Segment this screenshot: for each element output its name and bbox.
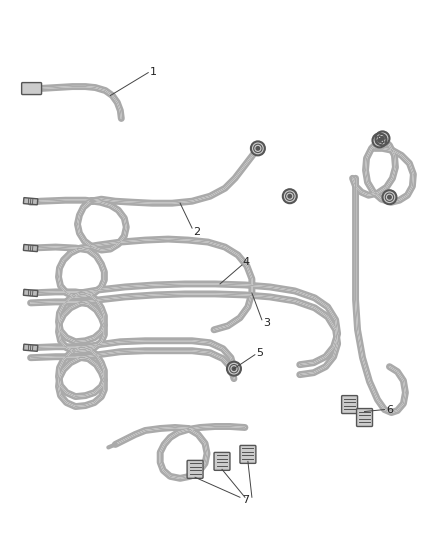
- Polygon shape: [23, 198, 38, 205]
- FancyBboxPatch shape: [187, 461, 203, 478]
- Circle shape: [227, 362, 241, 376]
- Circle shape: [382, 190, 396, 204]
- Circle shape: [372, 133, 386, 148]
- Circle shape: [251, 141, 265, 155]
- Circle shape: [256, 147, 260, 150]
- Text: 1: 1: [150, 67, 157, 77]
- FancyBboxPatch shape: [240, 446, 256, 463]
- Polygon shape: [23, 344, 38, 351]
- Text: 3: 3: [263, 318, 270, 328]
- FancyBboxPatch shape: [342, 395, 357, 414]
- Circle shape: [381, 136, 384, 140]
- FancyBboxPatch shape: [357, 409, 372, 426]
- FancyBboxPatch shape: [21, 83, 42, 94]
- Text: 6: 6: [386, 405, 393, 415]
- Text: 5: 5: [256, 348, 263, 358]
- Circle shape: [388, 196, 391, 199]
- Polygon shape: [23, 245, 38, 252]
- Text: 4: 4: [243, 257, 250, 267]
- Text: 7: 7: [242, 495, 249, 505]
- Circle shape: [288, 195, 292, 198]
- FancyBboxPatch shape: [214, 453, 230, 470]
- Circle shape: [378, 139, 381, 142]
- Polygon shape: [23, 289, 38, 296]
- Circle shape: [375, 132, 389, 146]
- Circle shape: [283, 189, 297, 203]
- Circle shape: [232, 367, 236, 370]
- Text: 2: 2: [193, 227, 200, 237]
